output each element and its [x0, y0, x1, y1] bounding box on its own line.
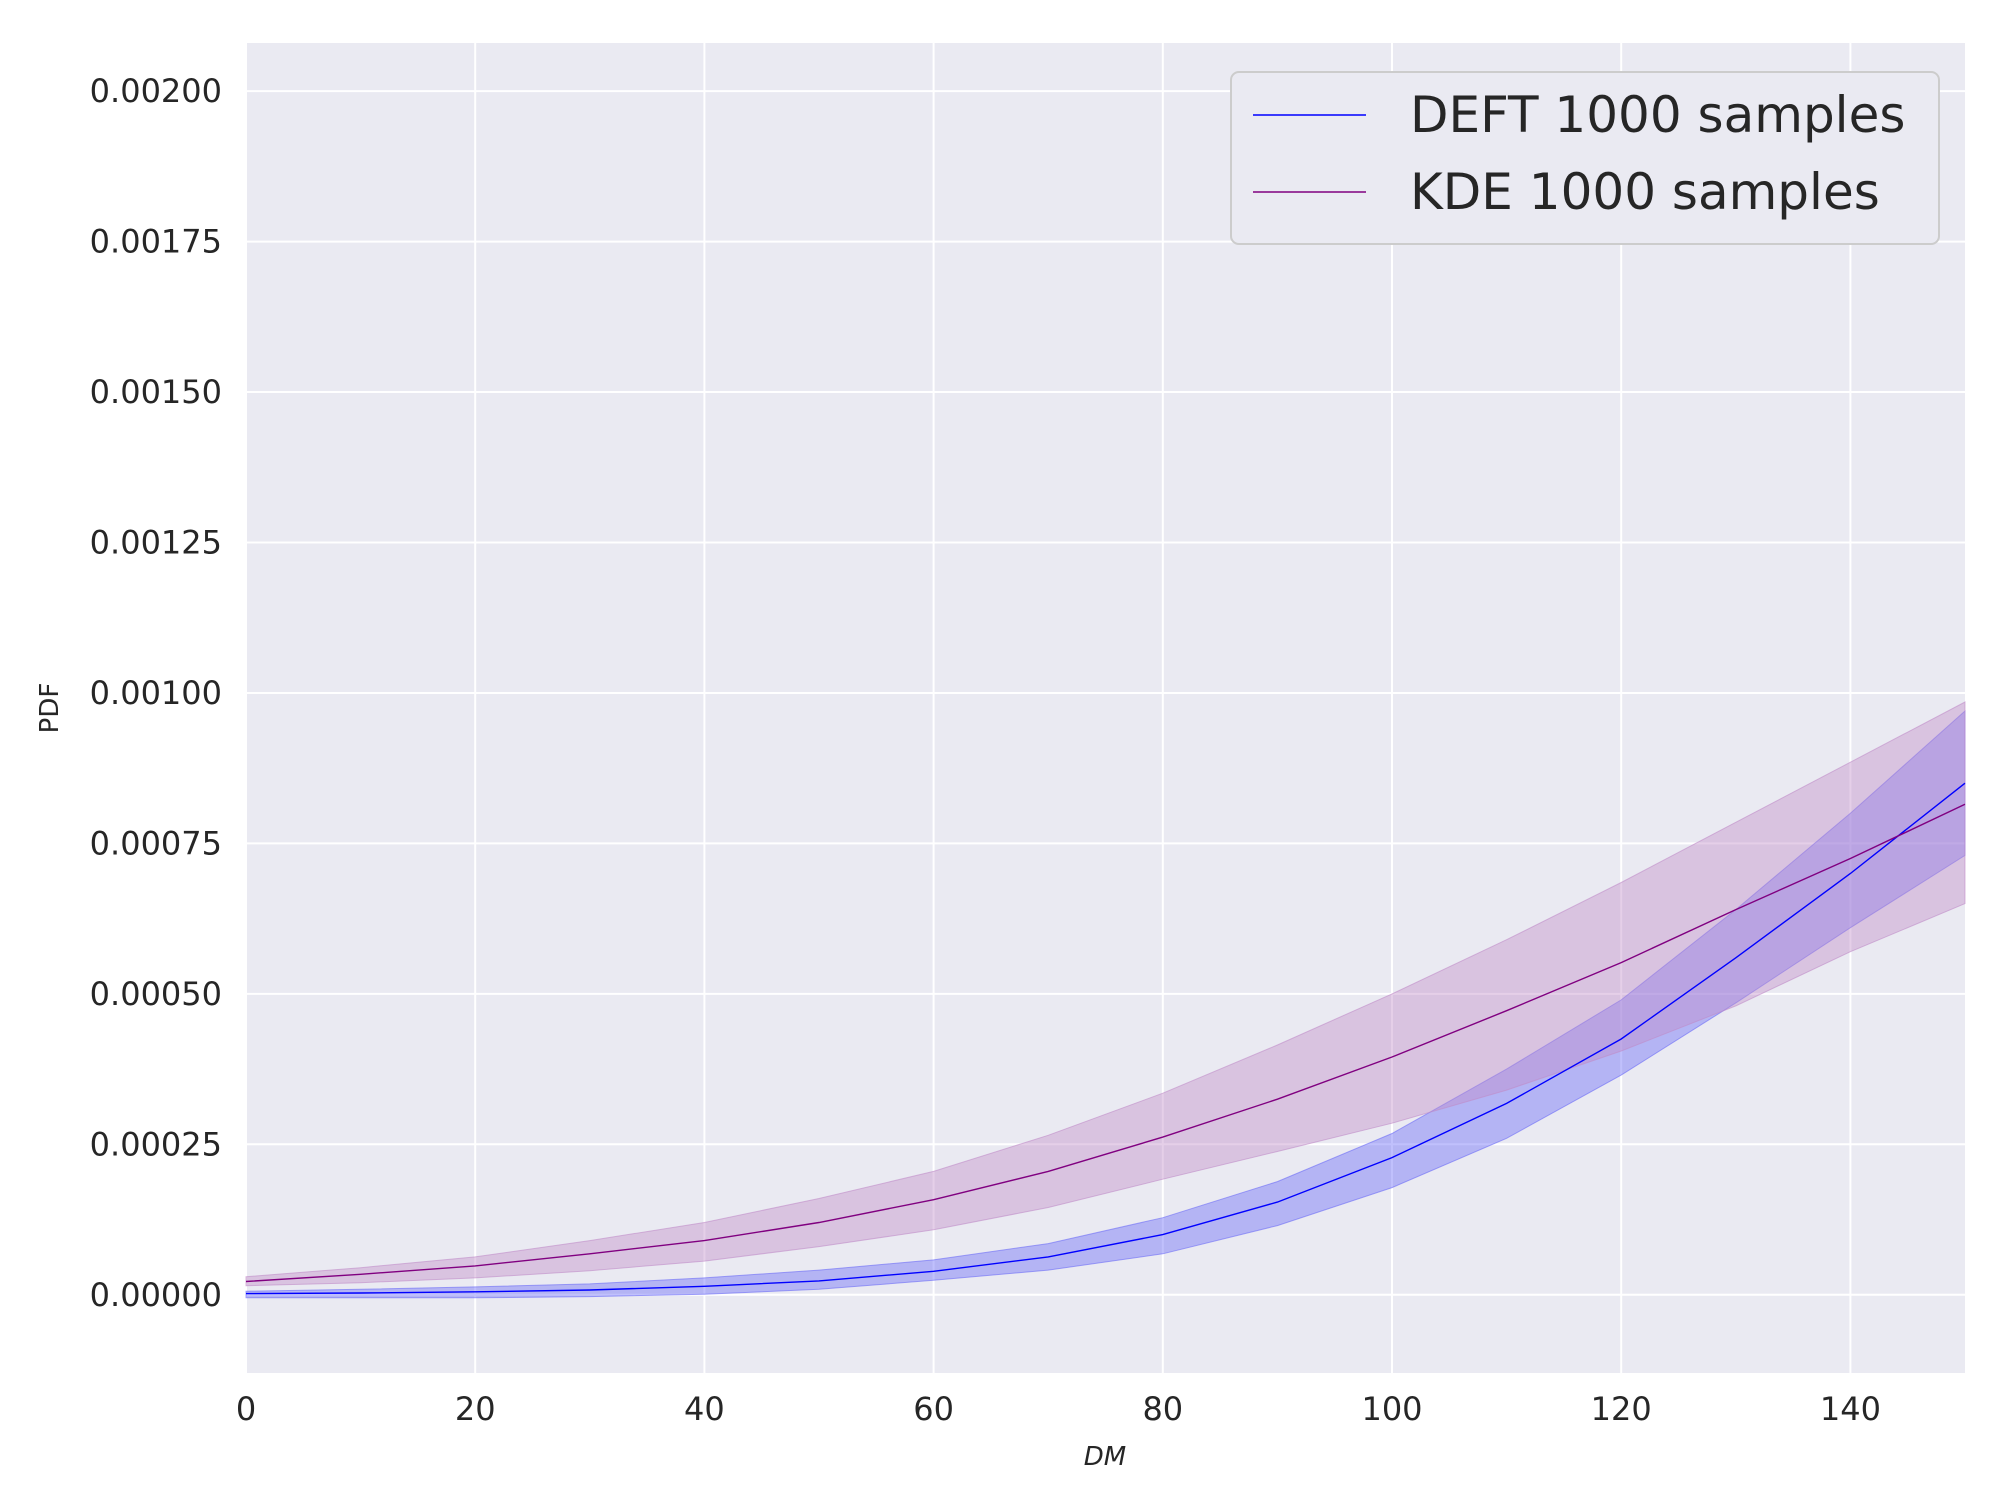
x-tick-label: 120	[1591, 1390, 1652, 1428]
legend-box	[1230, 71, 1940, 245]
y-tick-label: 0.00025	[90, 1125, 222, 1163]
series-lines	[245, 782, 1966, 1295]
legend-label-deft: DEFT 1000 samples	[1410, 86, 1905, 144]
x-tick-label: 140	[1820, 1390, 1881, 1428]
x-tick-label: 80	[1142, 1390, 1183, 1428]
confidence-band-kde	[245, 701, 1966, 1287]
x-tick-label: 0	[236, 1390, 256, 1428]
y-tick-label: 0.00075	[90, 824, 222, 862]
x-tick-label: 60	[913, 1390, 954, 1428]
legend: DEFT 1000 samples KDE 1000 samples	[1230, 71, 1940, 245]
y-tick-label: 0.00175	[90, 223, 222, 261]
y-tick-labels: 0.00000 0.00025 0.00050 0.00075 0.00100 0.001…	[90, 72, 222, 1314]
x-tick-label: 40	[684, 1390, 725, 1428]
y-tick-label: 0.00000	[90, 1276, 222, 1314]
y-tick-label: 0.00200	[90, 72, 222, 110]
series-line-kde	[245, 803, 1966, 1283]
y-tick-label: 0.00050	[90, 975, 222, 1013]
y-tick-label: 0.00150	[90, 373, 222, 411]
y-tick-label: 0.00100	[90, 674, 222, 712]
legend-label-kde: KDE 1000 samples	[1410, 163, 1880, 221]
x-tick-label: 100	[1361, 1390, 1422, 1428]
x-tick-labels: 0 20 40 60 80 100 120 140	[236, 1390, 1881, 1428]
plot-background	[246, 43, 1965, 1373]
x-axis-label: DM	[1084, 1442, 1126, 1472]
confidence-bands	[245, 701, 1966, 1299]
grid	[245, 43, 1965, 1373]
series-line-deft	[245, 782, 1966, 1295]
y-tick-label: 0.00125	[90, 524, 222, 562]
y-axis-label: PDF	[35, 683, 65, 734]
x-tick-label: 20	[455, 1390, 496, 1428]
